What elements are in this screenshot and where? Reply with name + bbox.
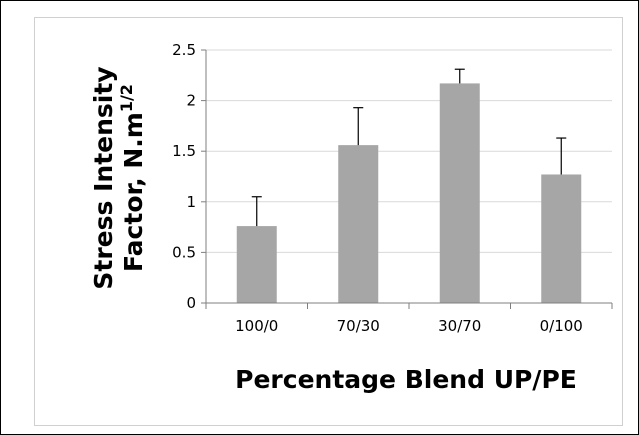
y-tick-labels: 0 0.5 1 1.5 2 2.5 (172, 41, 196, 312)
bar-100/0 (236, 226, 277, 303)
x-tick-label: 0/100 (540, 317, 583, 335)
y-tick-label: 1 (186, 193, 196, 211)
x-tick-label: 70/30 (337, 317, 380, 335)
axes (201, 49, 613, 309)
y-axis-title-exponent: 1/2 (117, 84, 136, 112)
y-axis-title-line1: Stress Intensity (89, 66, 118, 289)
y-tick-label: 1.5 (172, 142, 196, 160)
error-bar-100/0 (251, 196, 262, 227)
error-bars (251, 68, 567, 227)
y-tick-label: 0.5 (172, 243, 196, 261)
x-axis-title: Percentage Blend UP/PE (235, 365, 577, 394)
y-tick-label: 0 (186, 294, 196, 312)
error-bar-70/30 (353, 107, 364, 146)
y-axis-title: Stress Intensity Factor, N.m1/2 (89, 66, 148, 289)
y-tick-label: 2 (186, 92, 196, 110)
y-axis-title-line2: Factor, N.m1/2 (117, 84, 148, 272)
x-tick-label: 100/0 (235, 317, 278, 335)
bar-30/70 (439, 83, 480, 304)
x-tick-label: 30/70 (438, 317, 481, 335)
y-tick-label: 2.5 (172, 41, 196, 59)
y-axis-title-unit: Factor, N.m (119, 112, 148, 272)
bar-70/30 (338, 145, 379, 303)
chart-area (34, 17, 623, 426)
bar-0/100 (541, 174, 582, 303)
bars (236, 83, 582, 304)
x-tick-labels: 100/0 70/30 30/70 0/100 (235, 317, 583, 335)
error-bar-30/70 (454, 68, 465, 84)
error-bar-0/100 (556, 137, 567, 175)
